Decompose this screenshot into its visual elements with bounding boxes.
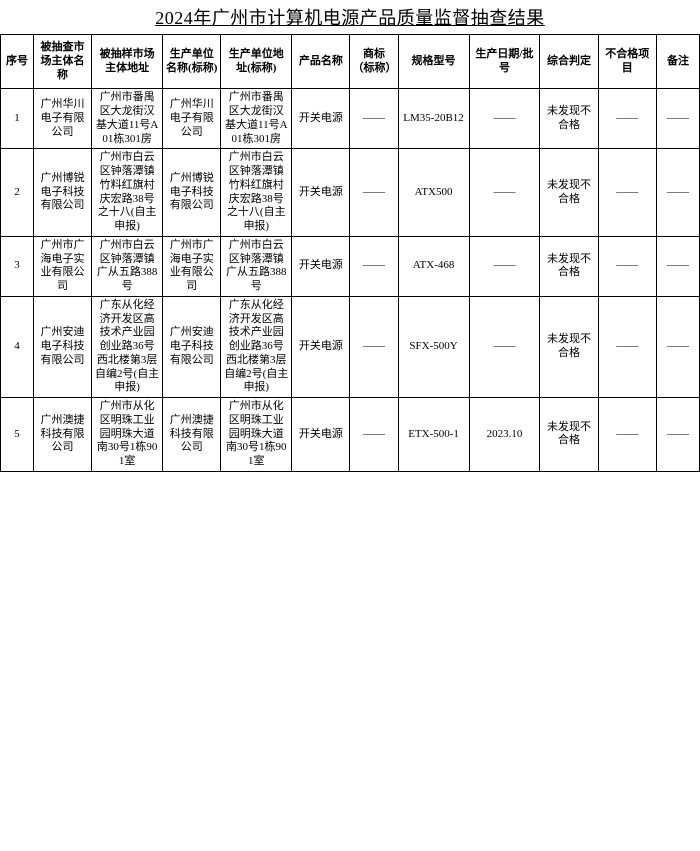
cell-mfg-addr: 广州市白云区钟落潭镇竹料红旗村庆宏路38号之十八(自主申报) — [221, 149, 292, 237]
cell-spec: ATX500 — [398, 149, 469, 237]
cell-failitems: —— — [598, 398, 656, 472]
cell-notes: —— — [656, 236, 699, 296]
cell-address: 广州市从化区明珠工业园明珠大道南30号1栋901室 — [92, 398, 163, 472]
cell-judgement: 未发现不合格 — [540, 296, 598, 397]
col-header-mfg-addr: 生产单位地址(标称) — [221, 35, 292, 89]
cell-spec: ATX-468 — [398, 236, 469, 296]
cell-judgement: 未发现不合格 — [540, 236, 598, 296]
cell-trademark: —— — [350, 149, 398, 237]
cell-trademark: —— — [350, 89, 398, 149]
cell-mfg-addr: 广州市白云区钟落潭镇广从五路388号 — [221, 236, 292, 296]
cell-seq: 1 — [1, 89, 34, 149]
page-title: 2024年广州市计算机电源产品质量监督抽查结果 — [0, 4, 700, 30]
cell-address: 广州市白云区钟落潭镇竹料红旗村庆宏路38号之十八(自主申报) — [92, 149, 163, 237]
cell-mfg-name: 广州博锐电子科技有限公司 — [163, 149, 221, 237]
cell-trademark: —— — [350, 236, 398, 296]
cell-notes: —— — [656, 149, 699, 237]
cell-entity: 广州澳捷科技有限公司 — [33, 398, 91, 472]
cell-seq: 3 — [1, 236, 34, 296]
cell-date: —— — [469, 236, 540, 296]
col-header-trademark: 商标（标称） — [350, 35, 398, 89]
cell-seq: 2 — [1, 149, 34, 237]
cell-address: 广州市番禺区大龙街汉基大道11号A01栋301房 — [92, 89, 163, 149]
cell-spec: LM35-20B12 — [398, 89, 469, 149]
table-row: 5 广州澳捷科技有限公司 广州市从化区明珠工业园明珠大道南30号1栋901室 广… — [1, 398, 700, 472]
cell-date: —— — [469, 149, 540, 237]
cell-spec: ETX-500-1 — [398, 398, 469, 472]
cell-entity: 广州华川电子有限公司 — [33, 89, 91, 149]
col-header-entity: 被抽查市场主体名称 — [33, 35, 91, 89]
cell-failitems: —— — [598, 149, 656, 237]
cell-notes: —— — [656, 296, 699, 397]
cell-mfg-addr: 广州市从化区明珠工业园明珠大道南30号1栋901室 — [221, 398, 292, 472]
col-header-date: 生产日期/批号 — [469, 35, 540, 89]
cell-failitems: —— — [598, 296, 656, 397]
cell-spec: SFX-500Y — [398, 296, 469, 397]
cell-failitems: —— — [598, 236, 656, 296]
cell-mfg-addr: 广东从化经济开发区高技术产业园创业路36号西北楼第3层自编2号(自主申报) — [221, 296, 292, 397]
cell-mfg-name: 广州安迪电子科技有限公司 — [163, 296, 221, 397]
cell-judgement: 未发现不合格 — [540, 398, 598, 472]
cell-product: 开关电源 — [292, 296, 350, 397]
col-header-judgement: 综合判定 — [540, 35, 598, 89]
col-header-notes: 备注 — [656, 35, 699, 89]
cell-mfg-name: 广州华川电子有限公司 — [163, 89, 221, 149]
cell-trademark: —— — [350, 398, 398, 472]
cell-product: 开关电源 — [292, 236, 350, 296]
cell-notes: —— — [656, 398, 699, 472]
col-header-product: 产品名称 — [292, 35, 350, 89]
table-row: 3 广州市广海电子实业有限公司 广州市白云区钟落潭镇广从五路388号 广州市广海… — [1, 236, 700, 296]
col-header-mfg-name: 生产单位名称(标称) — [163, 35, 221, 89]
cell-date: —— — [469, 89, 540, 149]
cell-date: 2023.10 — [469, 398, 540, 472]
cell-judgement: 未发现不合格 — [540, 149, 598, 237]
cell-entity: 广州安迪电子科技有限公司 — [33, 296, 91, 397]
cell-mfg-name: 广州市广海电子实业有限公司 — [163, 236, 221, 296]
cell-entity: 广州市广海电子实业有限公司 — [33, 236, 91, 296]
cell-failitems: —— — [598, 89, 656, 149]
cell-seq: 5 — [1, 398, 34, 472]
cell-product: 开关电源 — [292, 398, 350, 472]
col-header-failitems: 不合格项目 — [598, 35, 656, 89]
results-table: 序号 被抽查市场主体名称 被抽样市场主体地址 生产单位名称(标称) 生产单位地址… — [0, 34, 700, 472]
cell-entity: 广州博锐电子科技有限公司 — [33, 149, 91, 237]
cell-product: 开关电源 — [292, 89, 350, 149]
cell-address: 广东从化经济开发区高技术产业园创业路36号西北楼第3层自编2号(自主申报) — [92, 296, 163, 397]
col-header-seq: 序号 — [1, 35, 34, 89]
table-header-row: 序号 被抽查市场主体名称 被抽样市场主体地址 生产单位名称(标称) 生产单位地址… — [1, 35, 700, 89]
col-header-spec: 规格型号 — [398, 35, 469, 89]
cell-judgement: 未发现不合格 — [540, 89, 598, 149]
table-row: 1 广州华川电子有限公司 广州市番禺区大龙街汉基大道11号A01栋301房 广州… — [1, 89, 700, 149]
cell-seq: 4 — [1, 296, 34, 397]
cell-address: 广州市白云区钟落潭镇广从五路388号 — [92, 236, 163, 296]
table-row: 2 广州博锐电子科技有限公司 广州市白云区钟落潭镇竹料红旗村庆宏路38号之十八(… — [1, 149, 700, 237]
cell-mfg-name: 广州澳捷科技有限公司 — [163, 398, 221, 472]
cell-date: —— — [469, 296, 540, 397]
cell-mfg-addr: 广州市番禺区大龙街汉基大道11号A01栋301房 — [221, 89, 292, 149]
cell-notes: —— — [656, 89, 699, 149]
col-header-address: 被抽样市场主体地址 — [92, 35, 163, 89]
cell-product: 开关电源 — [292, 149, 350, 237]
cell-trademark: —— — [350, 296, 398, 397]
table-row: 4 广州安迪电子科技有限公司 广东从化经济开发区高技术产业园创业路36号西北楼第… — [1, 296, 700, 397]
